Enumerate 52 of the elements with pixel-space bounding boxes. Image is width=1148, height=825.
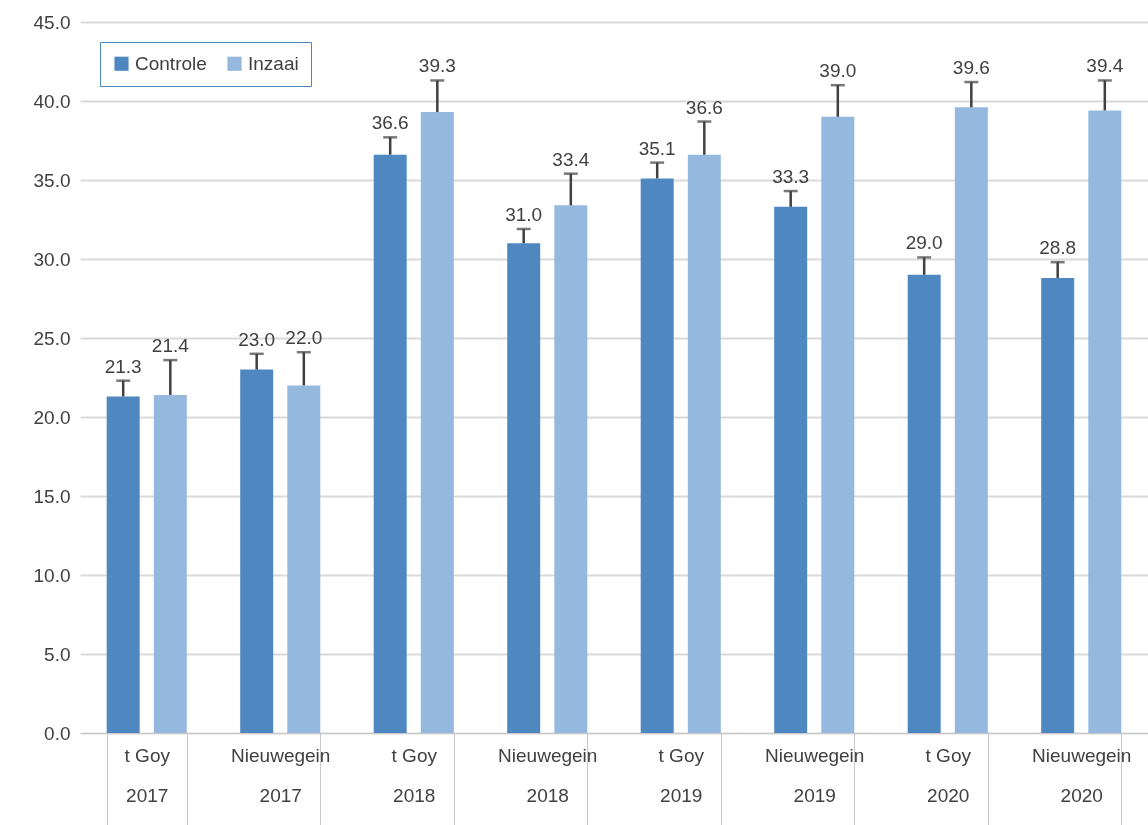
bar <box>640 178 674 733</box>
data-label: 33.4 <box>552 148 590 170</box>
y-tick-label: 5.0 <box>44 643 71 665</box>
data-label: 39.6 <box>952 57 990 79</box>
y-tick-label: 35.0 <box>33 169 71 191</box>
y-tick-label: 40.0 <box>33 90 71 112</box>
y-tick-label: 25.0 <box>33 327 71 349</box>
bar <box>554 205 588 733</box>
bar <box>287 385 321 733</box>
x-tick-label: Nieuwegein 2018 <box>498 744 598 806</box>
bar <box>373 154 407 733</box>
data-label: 39.0 <box>819 60 857 82</box>
y-tick-label: 20.0 <box>33 406 71 428</box>
data-label: 35.1 <box>638 137 676 159</box>
bar <box>821 116 855 733</box>
bar <box>507 243 541 733</box>
bar <box>1088 110 1122 733</box>
x-tick-label: t Goy 2018 <box>391 744 438 806</box>
x-tick-label: Nieuwegein 2019 <box>765 744 865 806</box>
y-tick-label: 45.0 <box>33 11 71 33</box>
data-label: 36.6 <box>371 112 409 134</box>
x-tick-label: t Goy 2017 <box>124 744 171 806</box>
legend-label: Inzaai <box>248 52 299 74</box>
bar <box>1041 277 1075 733</box>
data-label: 21.3 <box>104 355 142 377</box>
data-label: 23.0 <box>238 328 276 350</box>
bar <box>420 112 454 733</box>
x-tick-label: t Goy 2020 <box>925 744 972 806</box>
data-label: 39.3 <box>418 55 456 77</box>
y-tick-label: 15.0 <box>33 485 71 507</box>
legend-label: Controle <box>135 52 207 74</box>
bar <box>954 107 988 733</box>
data-label: 36.6 <box>685 96 723 118</box>
bar <box>240 369 274 733</box>
bar <box>687 154 721 733</box>
bar <box>907 274 941 733</box>
y-tick-label: 30.0 <box>33 248 71 270</box>
bar <box>153 394 187 733</box>
data-label: 29.0 <box>905 232 943 254</box>
data-label: 21.4 <box>151 335 190 357</box>
y-tick-label: 10.0 <box>33 564 71 586</box>
bar <box>774 206 808 733</box>
y-tick-label: 0.0 <box>44 722 71 744</box>
x-tick-label: t Goy 2019 <box>658 744 705 806</box>
data-label: 39.4 <box>1086 55 1124 77</box>
x-tick-label: Nieuwegein 2017 <box>231 744 331 806</box>
data-label: 22.0 <box>285 327 323 349</box>
data-label: 33.3 <box>772 166 810 188</box>
data-label: 28.8 <box>1039 237 1077 259</box>
x-tick-label: Nieuwegein 2020 <box>1032 744 1132 806</box>
data-label: 31.0 <box>505 203 543 225</box>
bar <box>106 396 140 733</box>
